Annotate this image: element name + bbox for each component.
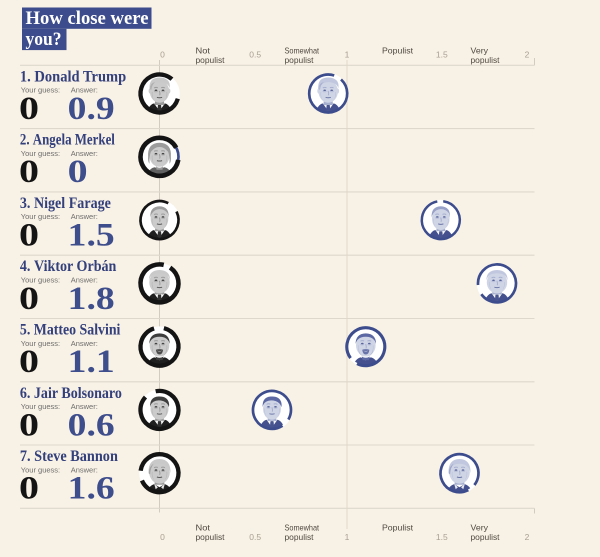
svg-text:6. Jair Bolsonaro: 6. Jair Bolsonaro: [20, 385, 122, 402]
svg-text:Your guess:: Your guess:: [21, 149, 60, 158]
svg-text:populist: populist: [471, 532, 501, 542]
svg-text:0: 0: [160, 50, 165, 60]
svg-text:5. Matteo Salvini: 5. Matteo Salvini: [20, 322, 121, 339]
svg-text:2: 2: [525, 50, 530, 60]
svg-text:0.6: 0.6: [68, 407, 115, 443]
svg-text:2: 2: [525, 532, 530, 542]
svg-text:Answer:: Answer:: [71, 149, 98, 158]
svg-text:populist: populist: [196, 55, 226, 65]
svg-text:0: 0: [19, 471, 39, 507]
svg-text:0: 0: [19, 218, 39, 254]
svg-text:Populist: Populist: [382, 45, 414, 55]
svg-text:1.5: 1.5: [436, 50, 448, 60]
svg-text:0: 0: [19, 344, 39, 380]
svg-text:1.6: 1.6: [68, 471, 115, 507]
svg-text:2. Angela Merkel: 2. Angela Merkel: [20, 132, 115, 149]
svg-text:Your guess:: Your guess:: [21, 465, 60, 474]
svg-text:Very: Very: [471, 45, 489, 55]
svg-text:1: 1: [345, 50, 350, 60]
svg-text:0: 0: [68, 154, 88, 190]
svg-text:Populist: Populist: [382, 523, 414, 533]
svg-text:Not: Not: [196, 523, 211, 533]
svg-text:3. Nigel Farage: 3. Nigel Farage: [20, 195, 111, 212]
svg-text:Your guess:: Your guess:: [21, 212, 60, 221]
svg-text:0: 0: [19, 407, 39, 443]
svg-text:0: 0: [160, 532, 165, 542]
svg-text:you?: you?: [26, 29, 62, 50]
svg-text:0: 0: [19, 91, 39, 127]
svg-text:Somewhat: Somewhat: [285, 45, 320, 55]
svg-text:How close were: How close were: [26, 8, 149, 29]
svg-text:populist: populist: [285, 55, 315, 65]
svg-text:0.9: 0.9: [68, 91, 115, 127]
svg-text:populist: populist: [471, 55, 501, 65]
svg-text:0: 0: [19, 281, 39, 317]
svg-text:populist: populist: [196, 532, 226, 542]
svg-text:Answer:: Answer:: [71, 339, 98, 348]
svg-text:Very: Very: [471, 523, 489, 533]
svg-text:Answer:: Answer:: [71, 465, 98, 474]
svg-text:1.5: 1.5: [68, 218, 115, 254]
svg-text:Answer:: Answer:: [71, 86, 98, 95]
svg-text:0.5: 0.5: [249, 50, 261, 60]
svg-text:Answer:: Answer:: [71, 212, 98, 221]
svg-text:populist: populist: [285, 532, 315, 542]
svg-text:4. Viktor Orbán: 4. Viktor Orbán: [20, 258, 117, 275]
svg-text:Your guess:: Your guess:: [21, 339, 60, 348]
svg-text:Your guess:: Your guess:: [21, 86, 60, 95]
svg-text:1.5: 1.5: [436, 532, 448, 542]
svg-text:1.8: 1.8: [68, 281, 115, 317]
svg-text:Answer:: Answer:: [71, 402, 98, 411]
svg-text:1: 1: [345, 532, 350, 542]
svg-text:Answer:: Answer:: [71, 276, 98, 285]
svg-text:Your guess:: Your guess:: [21, 402, 60, 411]
svg-text:1. Donald Trump: 1. Donald Trump: [20, 68, 126, 85]
svg-text:Somewhat: Somewhat: [285, 523, 320, 533]
svg-text:Your guess:: Your guess:: [21, 276, 60, 285]
svg-text:1.1: 1.1: [68, 344, 115, 380]
svg-text:0: 0: [19, 154, 39, 190]
svg-text:7. Steve Bannon: 7. Steve Bannon: [20, 448, 118, 465]
svg-text:0.5: 0.5: [249, 532, 261, 542]
svg-text:Not: Not: [196, 45, 211, 55]
